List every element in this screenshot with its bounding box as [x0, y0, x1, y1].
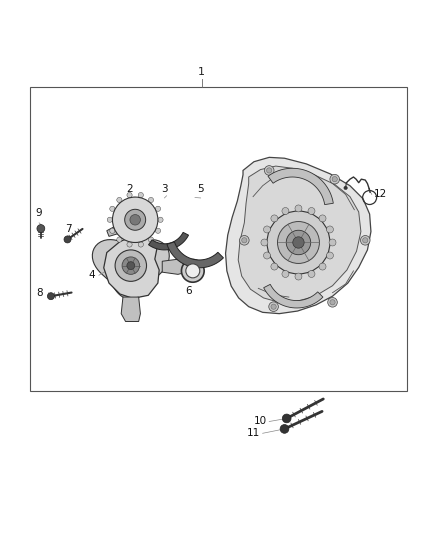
- Circle shape: [326, 226, 333, 233]
- Circle shape: [295, 205, 302, 212]
- Circle shape: [282, 207, 289, 214]
- Circle shape: [332, 176, 337, 182]
- Text: 5: 5: [198, 184, 204, 195]
- Circle shape: [264, 226, 271, 233]
- Circle shape: [328, 297, 337, 307]
- Circle shape: [326, 252, 333, 259]
- Text: 7: 7: [65, 224, 72, 234]
- Circle shape: [127, 192, 132, 198]
- Circle shape: [265, 166, 274, 175]
- Circle shape: [240, 236, 249, 245]
- Circle shape: [319, 215, 326, 222]
- Circle shape: [329, 239, 336, 246]
- Circle shape: [155, 206, 161, 212]
- Circle shape: [269, 302, 279, 311]
- Text: 8: 8: [37, 288, 43, 298]
- Circle shape: [155, 228, 161, 233]
- Circle shape: [264, 252, 271, 259]
- Circle shape: [330, 174, 339, 184]
- Circle shape: [158, 217, 163, 222]
- Text: 2: 2: [126, 184, 133, 195]
- Circle shape: [181, 260, 204, 282]
- Polygon shape: [92, 240, 170, 299]
- Text: 9: 9: [36, 208, 42, 219]
- Text: 6: 6: [185, 286, 192, 296]
- Circle shape: [267, 211, 330, 274]
- Circle shape: [130, 215, 141, 225]
- Circle shape: [115, 250, 147, 281]
- Circle shape: [267, 168, 272, 173]
- Circle shape: [107, 217, 113, 222]
- Circle shape: [122, 257, 140, 274]
- Polygon shape: [167, 242, 223, 268]
- Circle shape: [344, 186, 347, 190]
- Circle shape: [148, 237, 154, 242]
- Circle shape: [113, 197, 158, 243]
- Polygon shape: [226, 157, 371, 313]
- Circle shape: [148, 197, 154, 203]
- Circle shape: [127, 262, 135, 270]
- Circle shape: [319, 263, 326, 270]
- Circle shape: [138, 192, 143, 198]
- Text: 1: 1: [198, 67, 205, 77]
- Circle shape: [117, 237, 122, 242]
- Circle shape: [283, 414, 291, 423]
- Circle shape: [330, 300, 335, 305]
- Circle shape: [286, 230, 311, 255]
- Circle shape: [360, 236, 370, 245]
- Circle shape: [138, 242, 143, 247]
- Text: 11: 11: [247, 429, 261, 438]
- Circle shape: [110, 206, 115, 212]
- Circle shape: [242, 238, 247, 243]
- Circle shape: [47, 293, 54, 300]
- Circle shape: [271, 215, 278, 222]
- Circle shape: [110, 228, 115, 233]
- Circle shape: [280, 425, 289, 433]
- Polygon shape: [121, 297, 141, 321]
- Circle shape: [363, 238, 368, 243]
- Text: 4: 4: [88, 270, 95, 280]
- Text: 10: 10: [254, 416, 267, 426]
- Circle shape: [261, 239, 268, 246]
- Polygon shape: [268, 168, 333, 205]
- Circle shape: [293, 237, 304, 248]
- Circle shape: [282, 270, 289, 278]
- Text: 12: 12: [374, 189, 387, 199]
- Circle shape: [127, 242, 132, 247]
- Polygon shape: [238, 166, 361, 302]
- Polygon shape: [264, 284, 323, 308]
- Circle shape: [308, 270, 315, 278]
- Polygon shape: [104, 235, 159, 298]
- Polygon shape: [107, 224, 127, 236]
- Circle shape: [278, 222, 319, 263]
- Circle shape: [37, 224, 45, 232]
- Circle shape: [308, 207, 315, 214]
- Text: 3: 3: [161, 184, 168, 195]
- Circle shape: [271, 263, 278, 270]
- Circle shape: [295, 273, 302, 280]
- Circle shape: [186, 264, 200, 278]
- Polygon shape: [148, 232, 188, 250]
- Circle shape: [64, 236, 71, 243]
- Bar: [30, 87, 407, 391]
- Circle shape: [125, 209, 146, 230]
- Circle shape: [271, 304, 276, 309]
- Circle shape: [117, 197, 122, 203]
- Polygon shape: [162, 259, 187, 274]
